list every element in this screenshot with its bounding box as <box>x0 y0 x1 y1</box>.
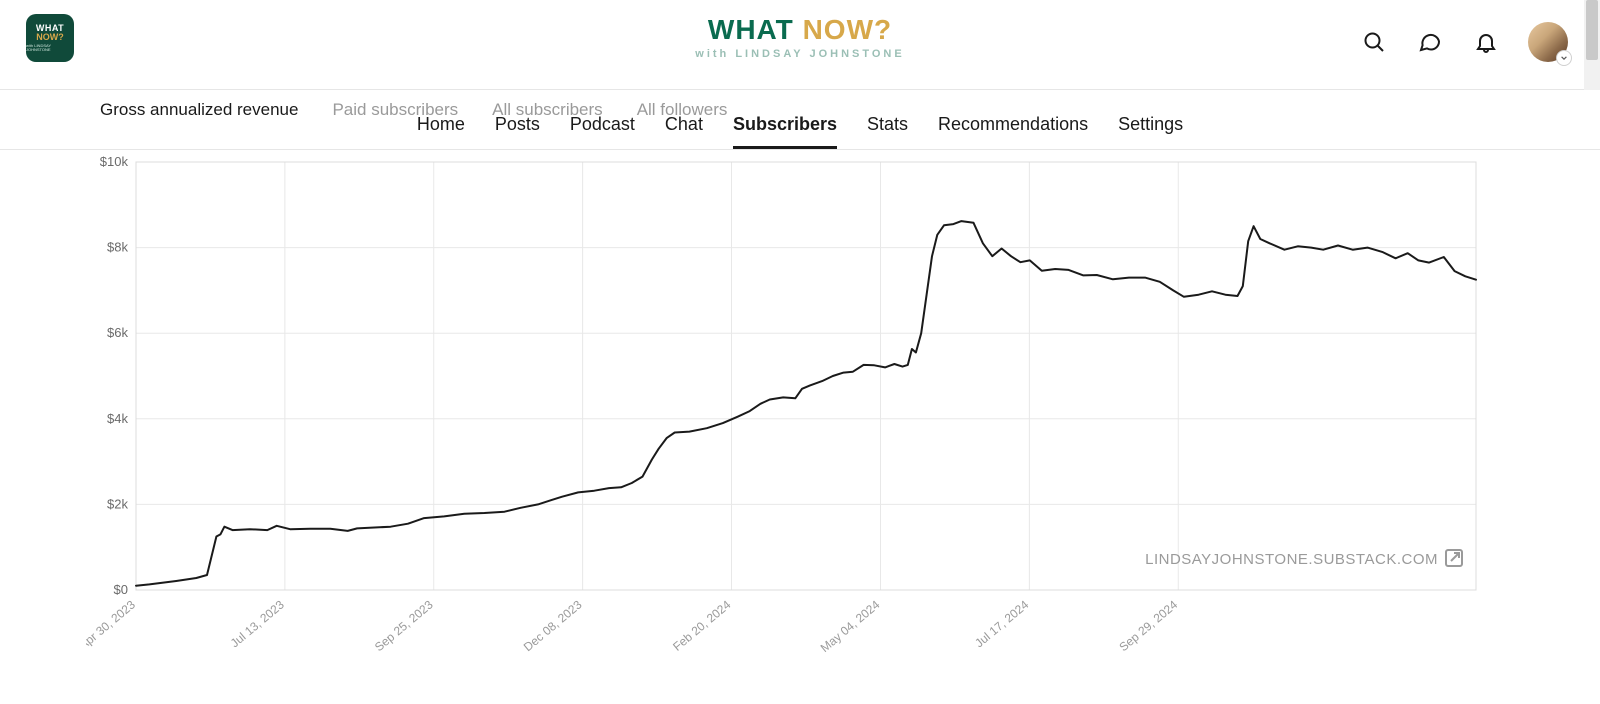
svg-text:$0: $0 <box>114 582 128 597</box>
svg-text:Dec 08, 2023: Dec 08, 2023 <box>521 597 585 654</box>
svg-text:May 04, 2024: May 04, 2024 <box>818 597 883 655</box>
nav-settings[interactable]: Settings <box>1118 104 1183 149</box>
search-icon[interactable] <box>1360 28 1388 56</box>
avatar[interactable] <box>1528 22 1568 62</box>
svg-text:Jul 17, 2024: Jul 17, 2024 <box>972 597 1031 650</box>
logo-text-bottom: NOW? <box>36 33 64 42</box>
nav-recommendations[interactable]: Recommendations <box>938 104 1088 149</box>
svg-text:Jul 13, 2023: Jul 13, 2023 <box>228 597 287 650</box>
svg-text:$8k: $8k <box>107 240 128 255</box>
svg-text:Feb 20, 2024: Feb 20, 2024 <box>670 597 733 653</box>
bell-icon[interactable] <box>1472 28 1500 56</box>
topbar-actions <box>1360 22 1568 62</box>
revenue-chart: $0 $2k $4k $6k $8k $10k Apr 30, 2023 Jul 13, 20… <box>86 152 1486 692</box>
svg-text:$10k: $10k <box>100 154 129 169</box>
topbar: WHAT NOW? with LINDSAY JOHNSTONE WHAT NO… <box>0 0 1600 90</box>
brand-now: NOW? <box>803 14 893 45</box>
logo-subline: with LINDSAY JOHNSTONE <box>26 44 74 52</box>
nav-home[interactable]: Home <box>417 104 465 149</box>
nav-subscribers[interactable]: Subscribers <box>733 104 837 149</box>
svg-text:Apr 30, 2023: Apr 30, 2023 <box>86 597 138 652</box>
main-nav: Home Posts Podcast Chat Subscribers Stats Reco… <box>0 104 1600 150</box>
chevron-down-icon <box>1556 50 1572 66</box>
brand-subtitle: with LINDSAY JOHNSTONE <box>695 48 904 60</box>
brand-line1: WHAT NOW? <box>695 14 904 46</box>
svg-text:Sep 29, 2024: Sep 29, 2024 <box>1116 597 1180 654</box>
svg-text:Sep 25, 2023: Sep 25, 2023 <box>372 597 436 654</box>
nav-posts[interactable]: Posts <box>495 104 540 149</box>
nav-chat[interactable]: Chat <box>665 104 703 149</box>
chat-icon[interactable] <box>1416 28 1444 56</box>
publication-logo[interactable]: WHAT NOW? with LINDSAY JOHNSTONE <box>26 14 74 62</box>
chart-watermark: LINDSAYJOHNSTONE.SUBSTACK.COM <box>1145 551 1438 568</box>
svg-text:$6k: $6k <box>107 325 128 340</box>
svg-text:$4k: $4k <box>107 411 128 426</box>
svg-text:$2k: $2k <box>107 496 128 511</box>
brand-title[interactable]: WHAT NOW? with LINDSAY JOHNSTONE <box>695 14 904 60</box>
brand-what: WHAT <box>708 14 794 45</box>
nav-stats[interactable]: Stats <box>867 104 908 149</box>
nav-podcast[interactable]: Podcast <box>570 104 635 149</box>
scrollbar[interactable] <box>1584 0 1600 90</box>
